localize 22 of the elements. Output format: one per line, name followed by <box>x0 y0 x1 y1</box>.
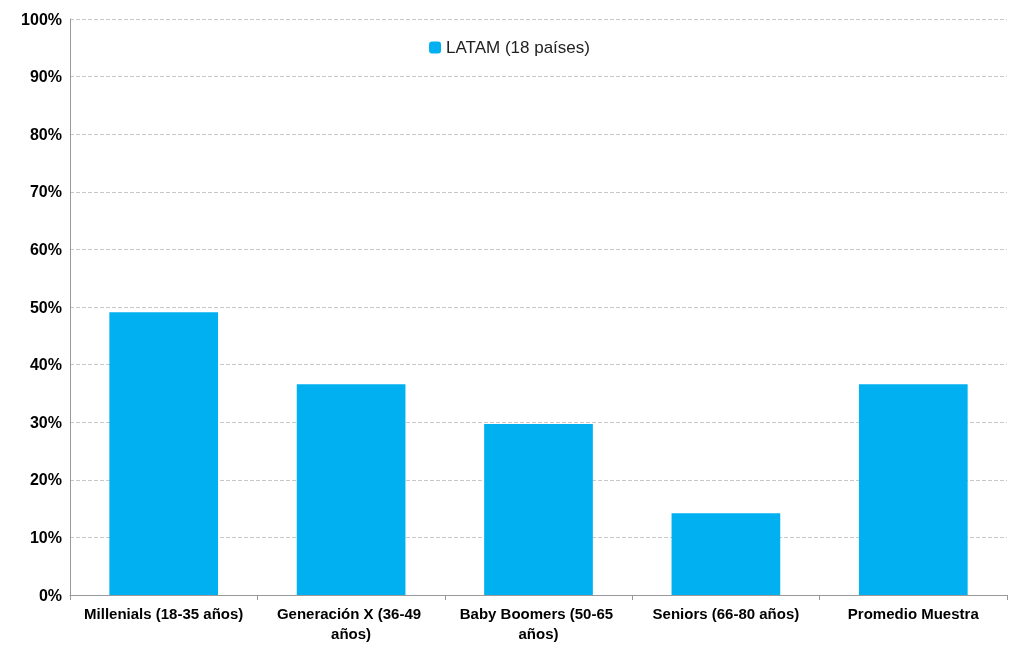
legend-label: LATAM (18 países) <box>446 38 590 57</box>
y-tick-label: 70% <box>29 183 62 201</box>
y-tick-label: 40% <box>29 356 62 374</box>
bar <box>296 384 406 595</box>
x-tick-label: Millenials (18-35 años) <box>84 604 244 622</box>
x-tick-label: Promedio Muestra <box>847 604 980 622</box>
y-tick-label: 50% <box>29 298 62 316</box>
bar <box>858 384 968 595</box>
x-tick-label: Seniors (66-80 años) <box>652 604 800 622</box>
y-tick-label: 90% <box>29 68 62 86</box>
y-tick-label: 80% <box>29 125 62 143</box>
y-tick-label: 10% <box>29 528 62 546</box>
y-tick-label: 30% <box>29 413 62 431</box>
bar <box>109 312 219 595</box>
x-tick-label: Baby Boomers (50-65 años) <box>459 604 618 642</box>
y-tick-label: 20% <box>29 471 62 489</box>
x-tick-label: Generación X (36-49 años) <box>276 604 426 642</box>
y-tick-label: 60% <box>29 240 62 258</box>
y-tick-label: 0% <box>38 586 62 604</box>
bar <box>671 513 781 595</box>
y-tick-label: 100% <box>21 10 62 28</box>
bar <box>484 423 593 595</box>
